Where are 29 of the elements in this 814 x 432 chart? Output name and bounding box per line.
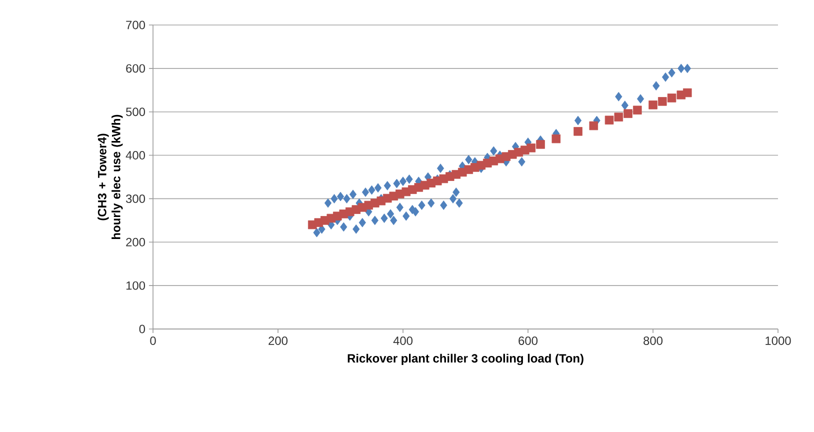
- y-tick-label: 0: [139, 324, 146, 334]
- point: [574, 127, 582, 136]
- y-tick-label: 700: [126, 20, 146, 30]
- point: [667, 94, 676, 102]
- point: [658, 97, 667, 106]
- y-tick-label: 500: [126, 108, 146, 116]
- y-axis-title: (CH3 + Tower4) hourly elec use (kWh): [98, 114, 123, 239]
- x-tick-label: 0: [150, 336, 156, 345]
- y-tick-label: 300: [126, 194, 146, 203]
- y-tick-label: 400: [126, 151, 146, 160]
- point: [624, 109, 632, 118]
- y-tick-label: 200: [126, 238, 146, 246]
- point: [552, 134, 561, 144]
- x-tick-label: 1000: [766, 336, 791, 345]
- x-axis-title: Rickover plant chiller 3 cooling load (Ton): [348, 354, 584, 366]
- y-tick-label: 600: [126, 64, 146, 73]
- x-tick-label: 400: [393, 336, 413, 345]
- point: [526, 144, 536, 152]
- y-tick-label: 100: [126, 281, 146, 290]
- point: [614, 112, 624, 122]
- x-tick-label: 200: [268, 336, 288, 345]
- point: [648, 100, 658, 110]
- point: [604, 116, 614, 124]
- point: [633, 106, 642, 114]
- x-tick-label: 600: [518, 336, 538, 345]
- x-tick-label: 800: [644, 336, 663, 345]
- point: [589, 121, 598, 130]
- point: [536, 140, 545, 149]
- point: [683, 88, 692, 98]
